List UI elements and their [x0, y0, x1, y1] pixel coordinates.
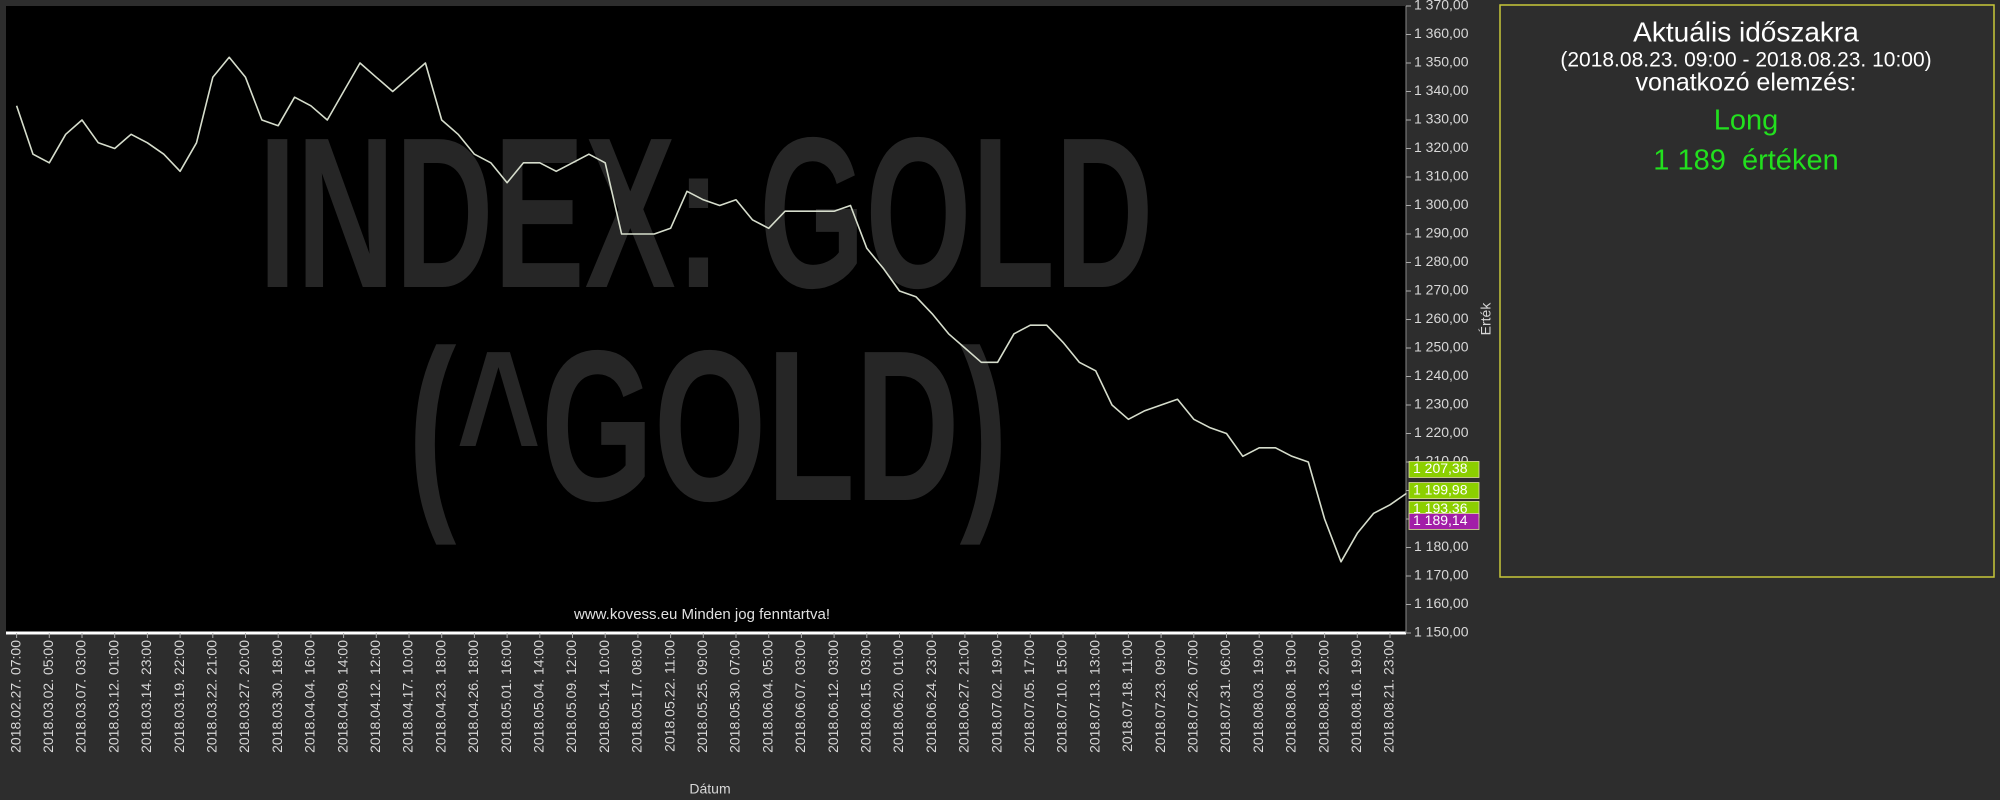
y-tick-label: 1 250,00	[1414, 339, 1469, 355]
x-tick-label: 2018.07.26. 07:00	[1185, 640, 1201, 753]
x-tick-label: 2018.07.02. 19:00	[988, 640, 1004, 753]
x-tick-label: 2018.05.25. 09:00	[694, 640, 710, 753]
x-tick-label: 2018.05.09. 12:00	[563, 640, 579, 753]
y-tick-label: 1 240,00	[1414, 367, 1469, 383]
y-tick-label: 1 330,00	[1414, 111, 1469, 127]
x-tick-label: 2018.06.04. 05:00	[759, 640, 775, 753]
price-tag	[1408, 513, 1480, 530]
x-tick-label: 2018.05.17. 08:00	[629, 640, 645, 753]
x-tick-label: 2018.05.01. 16:00	[498, 640, 514, 753]
x-tick-label: 2018.03.12. 01:00	[105, 640, 121, 753]
x-tick-label: 2018.07.18. 11:00	[1119, 640, 1135, 752]
x-tick-label: 2018.03.22. 21:00	[204, 640, 220, 753]
y-tick-label: 1 340,00	[1414, 82, 1469, 98]
x-tick-label: 2018.07.13. 13:00	[1086, 640, 1102, 753]
plot-area	[6, 6, 1406, 633]
x-tick-label: 2018.05.14. 10:00	[596, 640, 612, 753]
x-tick-label: 2018.03.19. 22:00	[171, 640, 187, 753]
y-tick-label: 1 270,00	[1414, 282, 1469, 298]
x-tick-label: 2018.05.04. 14:00	[531, 640, 547, 753]
y-tick-label: 1 180,00	[1414, 538, 1469, 554]
panel-signal: Long	[1714, 105, 1779, 137]
y-tick-label: 1 360,00	[1414, 25, 1469, 41]
price-tag-label: 1 193,36	[1413, 500, 1468, 516]
x-tick-label: 2018.04.17. 10:00	[400, 640, 416, 753]
panel-level: 1 189 értéken	[1653, 145, 1838, 177]
x-tick-label: 2018.06.27. 21:00	[956, 640, 972, 753]
y-tick-label: 1 290,00	[1414, 225, 1469, 241]
price-tag	[1408, 461, 1480, 478]
y-axis-title: Érték	[1478, 302, 1494, 336]
y-tick-label: 1 370,00	[1414, 0, 1469, 13]
panel-period: (2018.08.23. 09:00 - 2018.08.23. 10:00)	[1560, 49, 1931, 72]
x-tick-label: 2018.03.30. 18:00	[269, 640, 285, 753]
y-tick-label: 1 150,00	[1414, 624, 1469, 640]
x-tick-label: 2018.04.09. 14:00	[334, 640, 350, 753]
x-tick-label: 2018.06.12. 03:00	[825, 640, 841, 753]
price-tag-label: 1 199,98	[1413, 481, 1468, 497]
x-tick-label: 2018.04.26. 18:00	[465, 640, 481, 753]
price-tag-label: 1 207,38	[1413, 460, 1468, 476]
x-tick-label: 2018.04.12. 12:00	[367, 640, 383, 753]
y-tick-label: 1 160,00	[1414, 595, 1469, 611]
price-tag	[1408, 482, 1480, 499]
x-tick-label: 2018.08.21. 23:00	[1381, 640, 1397, 753]
y-tick-label: 1 260,00	[1414, 310, 1469, 326]
x-tick-label: 2018.07.05. 17:00	[1021, 640, 1037, 753]
price-tag-label: 1 189,14	[1413, 512, 1468, 528]
panel-title: Aktuális időszakra	[1633, 16, 1859, 47]
x-tick-label: 2018.06.07. 03:00	[792, 640, 808, 753]
x-tick-label: 2018.02.27. 07:00	[7, 640, 23, 753]
x-tick-label: 2018.08.08. 19:00	[1283, 640, 1299, 753]
y-tick-label: 1 320,00	[1414, 139, 1469, 155]
x-tick-label: 2018.05.22. 11:00	[661, 640, 677, 752]
x-tick-label: 2018.03.14. 23:00	[138, 640, 154, 753]
x-tick-label: 2018.03.07. 03:00	[73, 640, 89, 753]
x-tick-label: 2018.08.03. 19:00	[1250, 640, 1266, 753]
y-tick-label: 1 350,00	[1414, 54, 1469, 70]
x-tick-label: 2018.08.13. 20:00	[1315, 640, 1331, 753]
x-tick-label: 2018.06.20. 01:00	[890, 640, 906, 753]
y-tick-label: 1 300,00	[1414, 196, 1469, 212]
watermark: (^GOLD)	[408, 305, 1008, 546]
price-line	[15, 56, 1407, 563]
x-tick-label: 2018.07.23. 09:00	[1152, 640, 1168, 753]
x-tick-label: 2018.08.16. 19:00	[1348, 640, 1364, 753]
x-tick-label: 2018.05.30. 07:00	[727, 640, 743, 753]
x-tick-label: 2018.03.02. 05:00	[40, 640, 56, 753]
analysis-panel	[1499, 4, 1995, 578]
panel-subtitle: vonatkozó elemzés:	[1636, 69, 1857, 97]
x-tick-label: 2018.04.04. 16:00	[302, 640, 318, 753]
x-tick-label: 2018.07.31. 06:00	[1217, 640, 1233, 753]
copyright: www.kovess.eu Minden jog fenntartva!	[573, 606, 830, 623]
x-tick-label: 2018.03.27. 20:00	[236, 640, 252, 753]
y-tick-label: 1 220,00	[1414, 424, 1469, 440]
y-tick-label: 1 170,00	[1414, 567, 1469, 583]
x-tick-label: 2018.07.10. 15:00	[1054, 640, 1070, 753]
watermark: INDEX: GOLD	[259, 92, 1154, 333]
x-tick-label: 2018.04.23. 18:00	[432, 640, 448, 753]
y-tick-label: 1 230,00	[1414, 396, 1469, 412]
y-tick-label: 1 280,00	[1414, 253, 1469, 269]
y-tick-label: 1 310,00	[1414, 168, 1469, 184]
x-tick-label: 2018.06.24. 23:00	[923, 640, 939, 753]
x-axis-title: Dátum	[689, 781, 730, 797]
x-tick-label: 2018.06.15. 03:00	[858, 640, 874, 753]
